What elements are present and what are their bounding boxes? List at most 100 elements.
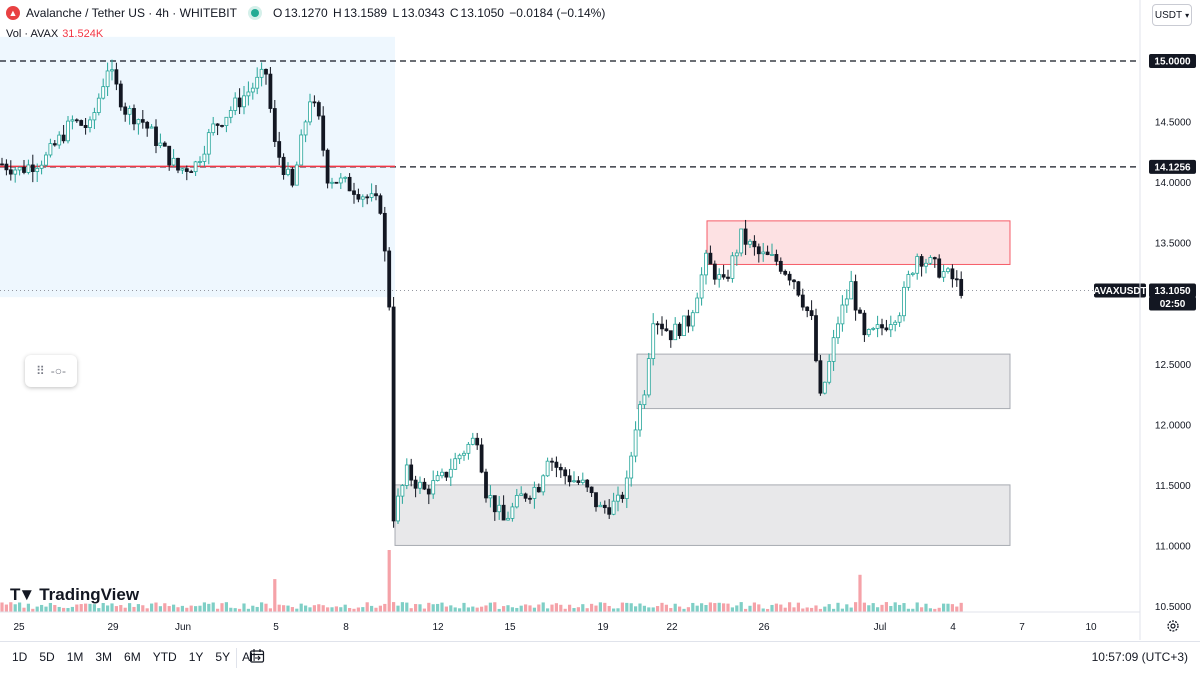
candle-body[interactable] (950, 268, 955, 280)
range-button-5d[interactable]: 5D (39, 650, 55, 664)
candle-body[interactable] (281, 156, 286, 175)
candle-body[interactable] (74, 119, 79, 122)
candle-body[interactable] (360, 196, 365, 200)
range-button-3m[interactable]: 3M (95, 650, 113, 664)
candle-body[interactable] (796, 281, 801, 296)
candle-body[interactable] (52, 143, 57, 146)
candle-body[interactable] (233, 97, 238, 111)
candle-body[interactable] (136, 119, 141, 125)
candle-body[interactable] (651, 323, 656, 360)
zone-support-mid[interactable] (636, 353, 1011, 410)
candle-body[interactable] (523, 493, 528, 499)
candle-body[interactable] (44, 154, 48, 166)
candle-body[interactable] (325, 149, 330, 184)
candle-body[interactable] (787, 273, 792, 281)
candle-body[interactable] (312, 101, 317, 104)
candle-body[interactable] (286, 168, 290, 175)
candle-body[interactable] (532, 486, 537, 499)
candle-body[interactable] (862, 312, 867, 336)
candle-body[interactable] (567, 475, 572, 483)
candle-body[interactable] (215, 123, 220, 126)
candle-body[interactable] (246, 91, 251, 97)
candle-body[interactable] (541, 475, 546, 493)
candle-body[interactable] (836, 323, 840, 339)
candle-body[interactable] (479, 444, 484, 473)
candle-body[interactable] (624, 477, 629, 499)
candle-body[interactable] (374, 193, 378, 197)
candle-body[interactable] (721, 274, 726, 278)
candle-body[interactable] (510, 506, 515, 519)
candle-body[interactable] (101, 86, 106, 99)
candle-body[interactable] (664, 328, 669, 332)
candle-body[interactable] (932, 257, 937, 260)
candle-body[interactable] (79, 120, 84, 126)
candle-body[interactable] (519, 493, 524, 496)
candle-body[interactable] (264, 68, 268, 75)
candle-body[interactable] (35, 167, 40, 172)
candle-body[interactable] (765, 251, 770, 256)
range-button-6m[interactable]: 6M (124, 650, 141, 664)
drag-handle-icon[interactable]: ⠿ (35, 364, 45, 378)
candle-body[interactable] (946, 268, 950, 273)
candle-body[interactable] (409, 464, 414, 481)
candle-body[interactable] (66, 120, 70, 142)
candle-body[interactable] (330, 181, 334, 184)
candle-body[interactable] (708, 252, 713, 265)
candle-body[interactable] (391, 306, 396, 522)
candle-body[interactable] (57, 134, 62, 146)
candle-body[interactable] (475, 437, 480, 446)
candle-body[interactable] (906, 274, 911, 288)
candle-body[interactable] (123, 106, 128, 115)
candle-body[interactable] (303, 121, 308, 136)
candle-body[interactable] (937, 258, 942, 278)
symbol-title[interactable]: Avalanche / Tether US · 4h · WHITEBIT (26, 6, 237, 20)
candle-body[interactable] (396, 495, 400, 522)
candle-body[interactable] (704, 252, 708, 276)
candle-body[interactable] (369, 193, 374, 198)
candle-body[interactable] (871, 328, 876, 330)
range-button-1m[interactable]: 1M (66, 650, 84, 664)
candle-body[interactable] (818, 360, 823, 394)
candle-body[interactable] (400, 485, 405, 497)
candle-body[interactable] (607, 507, 612, 515)
candle-body[interactable] (92, 112, 97, 121)
candle-body[interactable] (858, 309, 862, 314)
range-button-1y[interactable]: 1Y (188, 650, 204, 664)
candle-body[interactable] (453, 458, 458, 470)
candle-body[interactable] (655, 323, 660, 326)
candle-body[interactable] (611, 500, 616, 515)
candle-body[interactable] (184, 168, 189, 172)
candle-body[interactable] (959, 278, 964, 296)
candle-body[interactable] (448, 468, 453, 478)
candle-body[interactable] (431, 480, 436, 495)
candle-body[interactable] (646, 358, 651, 396)
zone-resistance[interactable] (706, 220, 1011, 265)
candle-body[interactable] (840, 304, 845, 325)
candle-body[interactable] (17, 166, 22, 171)
candle-body[interactable] (563, 469, 568, 477)
candle-body[interactable] (444, 471, 449, 478)
candle-body[interactable] (528, 497, 532, 500)
candle-body[interactable] (299, 134, 304, 166)
candle-body[interactable] (699, 274, 704, 299)
candle-body[interactable] (167, 145, 172, 166)
candle-body[interactable] (8, 169, 13, 175)
candle-body[interactable] (145, 121, 150, 129)
candle-body[interactable] (13, 169, 18, 175)
candle-body[interactable] (268, 73, 273, 109)
candle-body[interactable] (140, 119, 145, 123)
candle-body[interactable] (910, 272, 915, 275)
candle-body[interactable] (550, 460, 554, 463)
candle-body[interactable] (770, 254, 774, 256)
candle-body[interactable] (915, 256, 920, 274)
candle-body[interactable] (695, 297, 700, 314)
candle-body[interactable] (228, 110, 233, 118)
candle-body[interactable] (743, 228, 748, 245)
candle-body[interactable] (660, 323, 664, 330)
candle-body[interactable] (726, 276, 730, 279)
candle-body[interactable] (928, 257, 933, 264)
candle-body[interactable] (48, 143, 53, 156)
candle-body[interactable] (189, 171, 194, 173)
candle-body[interactable] (677, 323, 682, 337)
candle-body[interactable] (114, 69, 119, 85)
